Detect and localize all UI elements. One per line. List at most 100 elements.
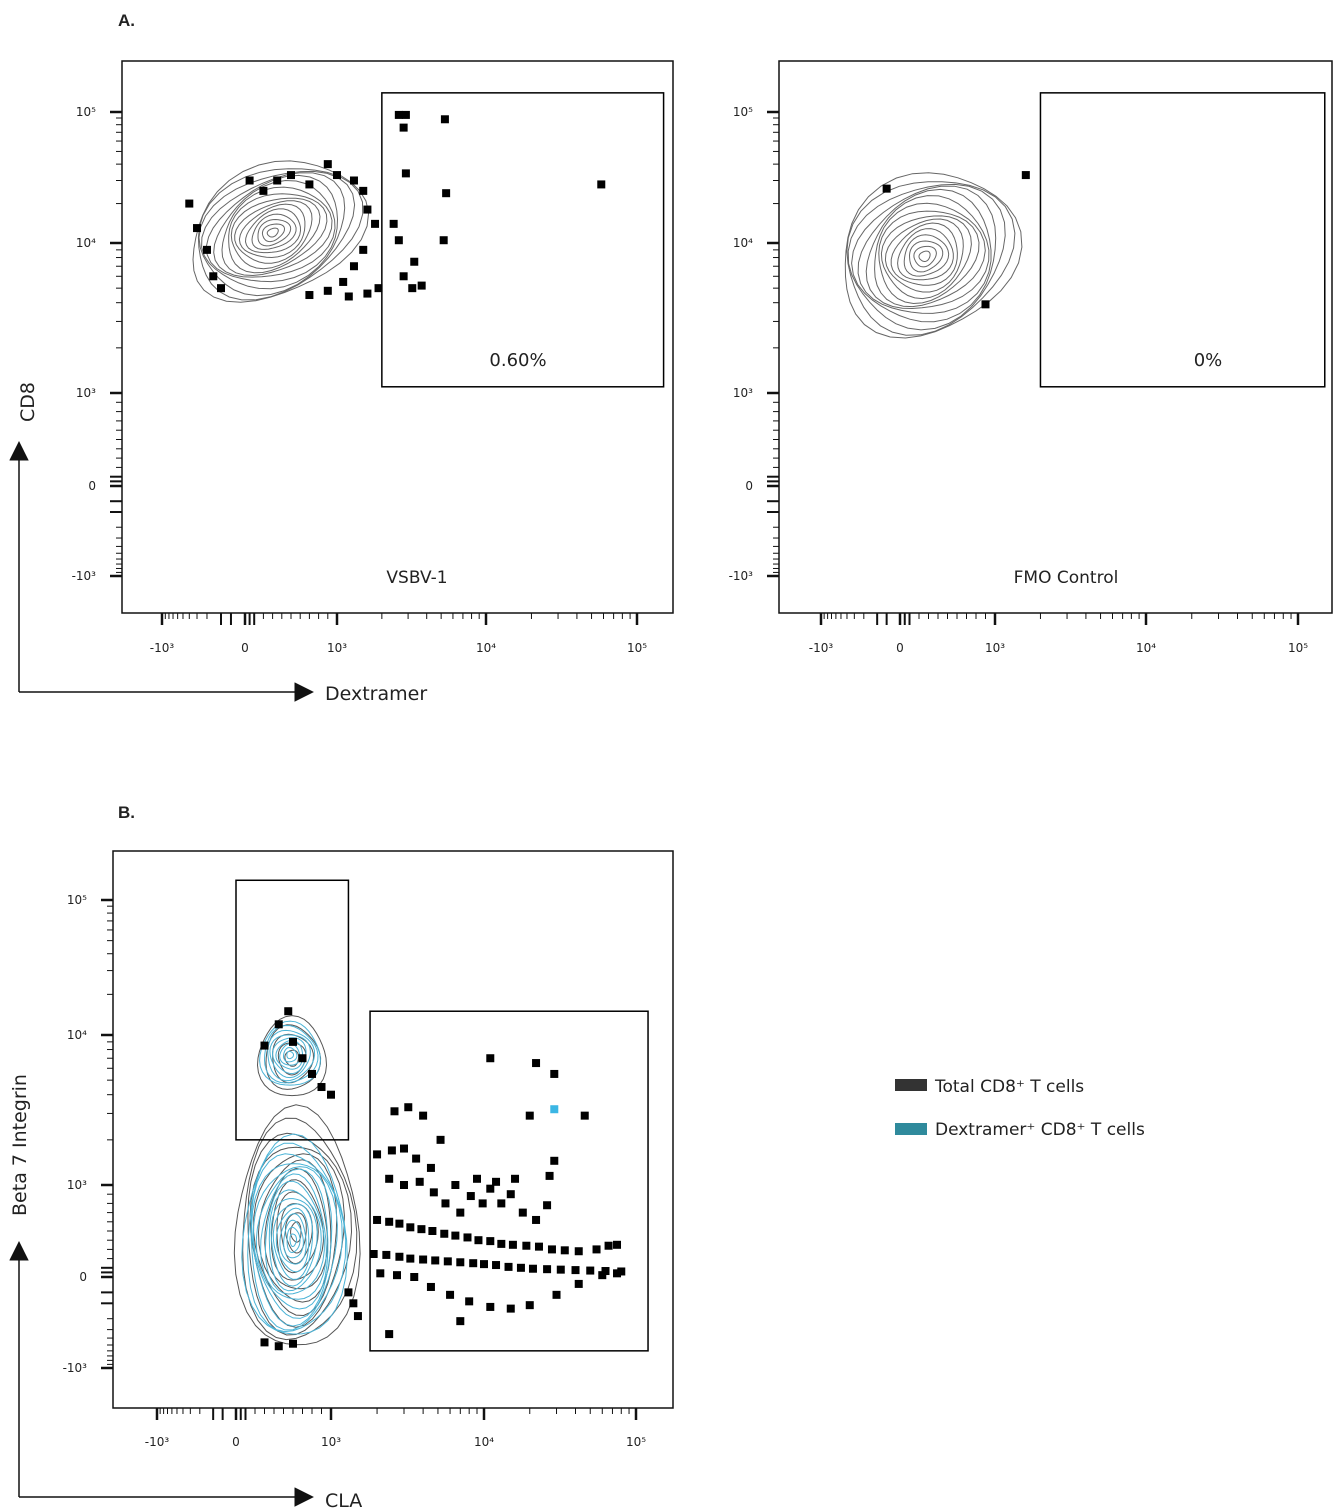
event-point-total [429,1188,438,1197]
event-point-total [486,1237,495,1246]
event-point-gated [410,257,419,266]
event-point [305,291,314,300]
event-point [305,180,314,189]
event-point-total [613,1269,622,1278]
event-point-total [613,1240,622,1249]
event-point-total [274,1342,283,1351]
event-point-total [451,1231,460,1240]
contour-line [844,172,1023,339]
contour-line-dextramer [255,1168,329,1310]
event-point-total [274,1020,283,1029]
event-point [217,284,226,293]
legend-label-total: Total CD8⁺ T cells [934,1077,1084,1097]
y-tick-label: 10⁴ [733,236,753,250]
contour-line-total [277,1042,307,1076]
event-point-total [417,1225,426,1234]
contour-line [257,218,292,247]
contour-line-dextramer [263,1024,319,1084]
x-tick-label: 0 [232,1435,240,1449]
event-point-total [534,1242,543,1251]
event-point-total [373,1150,382,1159]
contour-line [266,227,279,238]
event-point-total [436,1135,445,1144]
event-point-total [518,1208,527,1217]
legend-label-dextramer: Dextramer⁺ CD8⁺ T cells [935,1120,1145,1140]
contour-line [221,186,333,277]
contour-line-total [256,1015,328,1097]
contour-line [857,188,992,314]
contour-line [234,200,313,264]
x-axis: -10³ 0 10³ 10⁴ 10⁵ [150,613,647,655]
event-point [1021,171,1030,180]
event-point-total [349,1299,358,1308]
event-point-total [456,1258,465,1267]
gate-box-1 [235,879,350,1141]
event-point-total [528,1264,537,1273]
event-point-total [426,1163,435,1172]
event-point-total [604,1241,613,1250]
contour-line [913,245,937,268]
contour-line-total [284,1049,300,1067]
contour-line-dextramer [289,1233,297,1247]
event-point-total [369,1250,378,1258]
event-point-total [486,1302,495,1311]
contour-line [238,203,306,259]
y-tick-label: -10³ [72,569,97,583]
contour-line-total [265,1024,322,1090]
x-tick-label: 10⁴ [1136,641,1156,655]
contour-line [908,240,944,273]
event-point-gated [399,272,408,281]
event-point-total [532,1215,541,1224]
event-point [359,186,368,195]
x-tick-label: -10³ [145,1435,170,1449]
event-point [259,186,268,195]
event-point-gated [442,189,451,198]
event-point-total [522,1241,531,1250]
event-points [882,171,1030,309]
event-point-total [298,1054,307,1063]
event-point-total [412,1154,421,1163]
gate-box-2 [369,1010,649,1352]
event-point-total [410,1273,419,1281]
plot-vsbv1: 10⁵ 10⁴ 10³ 0 -10³ -10³ 0 10³ 10⁴ 10⁵ 0.60% VSBV… [72,60,674,655]
contour-line-total [272,1033,315,1084]
event-point [349,176,358,185]
event-point-total [419,1255,428,1264]
gate-box [381,92,665,388]
event-point-total [469,1259,478,1268]
event-point-total [574,1247,583,1256]
contour-line-dextramer [286,1050,294,1060]
contour-line-dextramer [250,1153,343,1331]
y-tick-label: -10³ [63,1361,88,1375]
contour-dextramer-cd8 [241,1020,348,1335]
x-tick-label: 10⁵ [627,641,647,655]
y-tick-label: 10³ [733,386,753,400]
event-point [981,300,990,309]
event-point-total [556,1265,565,1274]
event-point-total [492,1177,501,1186]
y-tick-label: 10³ [76,386,96,400]
contour-line [251,213,297,250]
event-point-total [390,1107,399,1116]
plot-frame [112,850,674,1409]
contour-line-dextramer [272,1037,307,1074]
event-point-total [317,1083,326,1092]
event-point-total [486,1184,495,1193]
contour-line [890,222,958,286]
y-tick-label: 10⁵ [76,105,96,119]
event-point-total [532,1059,541,1068]
x-tick-label: 0 [896,641,904,655]
x-tick-label: -10³ [150,641,175,655]
event-point-total [586,1266,595,1275]
contour-line [230,197,321,270]
event-point-total [601,1267,610,1276]
event-point-total [504,1262,513,1271]
gate-percentage: 0% [1194,350,1223,371]
legend-item-dextramer: Dextramer⁺ CD8⁺ T cells [895,1120,1145,1140]
event-point-total [382,1250,391,1259]
contour-line-dextramer [275,1039,304,1070]
event-point-dextramer [550,1105,559,1114]
contour-line-total [233,1104,361,1346]
event-point-total [399,1181,408,1189]
x-tick-label: -10³ [809,641,834,655]
